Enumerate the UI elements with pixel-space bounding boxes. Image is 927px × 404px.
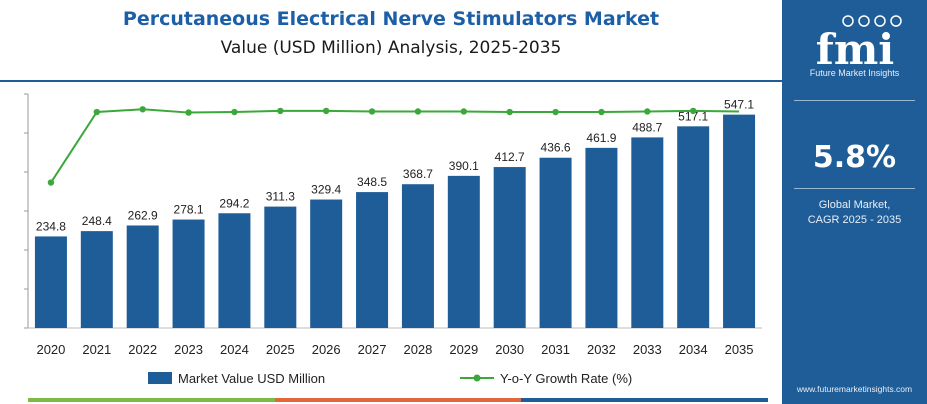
legend-item-market-value: Market Value USD Million — [148, 366, 325, 390]
bar-2034 — [677, 126, 710, 329]
strip-segment-green — [28, 398, 275, 402]
growth-rate-point-2022 — [139, 106, 146, 113]
cagr-label: Global Market, CAGR 2025 - 2035 — [782, 198, 927, 228]
x-tick-label: 2033 — [633, 342, 662, 357]
legend-item-growth-rate: Y-o-Y Growth Rate (%) — [460, 366, 632, 390]
bar-2026 — [310, 199, 343, 328]
bar-value-label: 329.4 — [311, 183, 341, 197]
x-tick-label: 2032 — [587, 342, 616, 357]
bar-2028 — [401, 184, 434, 328]
growth-rate-point-2020 — [47, 179, 55, 186]
cagr-label-line2: CAGR 2025 - 2035 — [807, 214, 902, 226]
bar-value-label: 262.9 — [128, 208, 158, 222]
strip-segment-orange — [274, 398, 522, 402]
growth-rate-point-2028 — [414, 108, 422, 115]
bar-2031 — [539, 157, 572, 328]
growth-rate-point-2025 — [277, 107, 284, 115]
x-tick-label: 2030 — [495, 342, 524, 357]
x-tick-label: 2029 — [449, 342, 478, 357]
bar-value-label: 436.6 — [541, 141, 571, 155]
logo-text: fmi — [816, 25, 894, 74]
x-tick-label: 2025 — [266, 342, 295, 357]
title-divider — [0, 80, 782, 82]
bar-value-label: 412.7 — [495, 150, 525, 164]
growth-rate-point-2026 — [322, 107, 330, 115]
bar-value-label: 278.1 — [174, 203, 204, 217]
cagr-value: 5.8% — [812, 140, 897, 175]
bar-value-label: 311.3 — [266, 190, 295, 204]
strip-segment-blue — [521, 398, 769, 402]
bar-value-label: 234.8 — [36, 219, 66, 233]
legend-line-swatch — [460, 374, 494, 382]
bar-value-label: 348.5 — [357, 175, 387, 189]
x-tick-label: 2021 — [82, 342, 111, 357]
bar-value-label: 368.7 — [403, 167, 433, 181]
bar-2022 — [126, 225, 159, 328]
growth-rate-line — [50, 108, 740, 184]
bar-2021 — [80, 231, 113, 328]
bar-2024 — [218, 213, 251, 328]
plot-area: 234.8 2020 248.4 2021 262.9 2022 278.1 2023 294.… — [0, 86, 782, 404]
bar-value-label: 461.9 — [586, 131, 616, 145]
growth-rate-point-2031 — [552, 108, 559, 116]
bar-2032 — [585, 147, 618, 328]
bar-2025 — [264, 206, 297, 328]
growth-rate-point-2021 — [93, 108, 101, 116]
bar-2020 — [34, 236, 67, 328]
legend-bar-label: Market Value USD Million — [178, 370, 326, 386]
chart-title: Percutaneous Electrical Nerve Stimulator… — [122, 8, 660, 30]
bar-2030 — [493, 167, 526, 328]
bar-value-label: 517.1 — [678, 109, 708, 123]
x-tick-label: 2031 — [541, 342, 570, 357]
growth-rate-point-2034 — [689, 107, 697, 115]
x-tick-label: 2027 — [358, 342, 387, 357]
growth-rate-point-2024 — [231, 108, 238, 116]
fmi-logo: fmi — [816, 15, 902, 74]
sidebar-panel: fmi Future Market Insights 5.8% Global M… — [782, 0, 927, 404]
x-tick-label: 2028 — [403, 342, 432, 357]
sidebar-divider-top — [794, 100, 915, 101]
growth-rate-point-2027 — [368, 108, 376, 115]
growth-rate-point-2033 — [644, 108, 651, 115]
growth-rate-point-2030 — [506, 108, 513, 116]
logo-tagline: Future Market Insights — [809, 68, 900, 78]
bar-2035 — [723, 114, 756, 328]
x-tick-label: 2024 — [220, 342, 249, 357]
sidebar-divider-bottom — [794, 188, 915, 189]
website-url: www.futuremarketinsights.com — [796, 384, 913, 394]
bar-2033 — [631, 137, 664, 328]
bar-2029 — [447, 175, 480, 328]
x-tick-label: 2020 — [36, 342, 65, 357]
legend-line-label: Y-o-Y Growth Rate (%) — [500, 370, 633, 386]
bar-2027 — [356, 192, 389, 328]
growth-rate-point-2023 — [185, 109, 192, 116]
bar-value-label: 547.1 — [724, 98, 754, 112]
x-tick-label: 2034 — [679, 342, 708, 357]
chart-svg: 234.8 2020 248.4 2021 262.9 2022 278.1 2023 294.… — [24, 93, 762, 357]
bar-value-label: 488.7 — [632, 120, 662, 134]
x-tick-label: 2035 — [725, 342, 754, 357]
x-tick-label: 2022 — [128, 342, 157, 357]
bar-value-label: 390.1 — [449, 159, 479, 173]
growth-rate-point-2032 — [598, 108, 605, 116]
growth-rate-point-2029 — [460, 108, 468, 115]
bar-value-label: 248.4 — [82, 214, 112, 228]
bar-2023 — [172, 219, 205, 328]
x-tick-label: 2026 — [312, 342, 341, 357]
legend-bar-swatch — [148, 372, 172, 384]
bar-value-label: 294.2 — [219, 196, 249, 210]
cagr-label-line1: Global Market, — [818, 199, 891, 211]
bottom-color-strip — [28, 398, 769, 402]
x-tick-label: 2023 — [174, 342, 203, 357]
chart-subtitle: Value (USD Million) Analysis, 2025-2035 — [220, 38, 562, 58]
